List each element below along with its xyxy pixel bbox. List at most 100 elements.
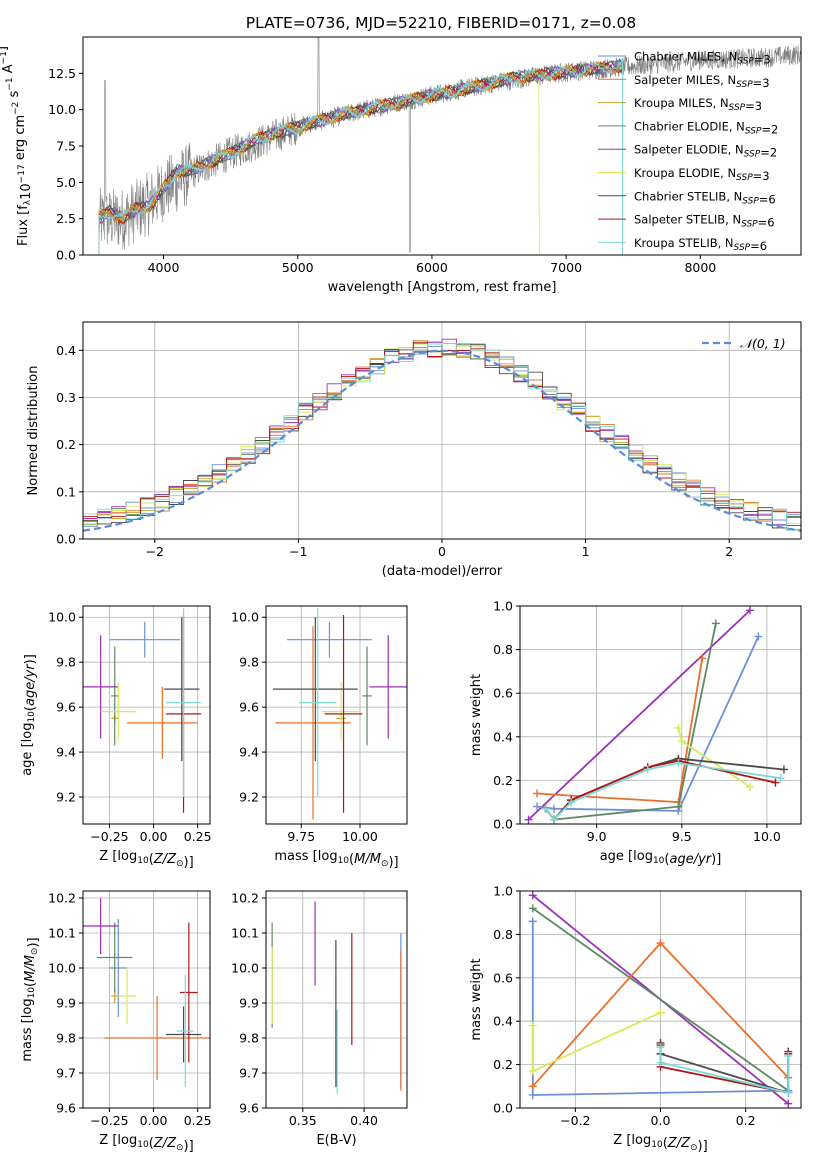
x-tick-label: 6000: [416, 260, 448, 275]
plot-area: [520, 606, 801, 824]
y-tick-label: 9.6: [56, 700, 76, 715]
plus-marker: [550, 804, 559, 813]
panel-7: 0.35 0.40 9.6 9.7 9.8 9.9 10.0 10.1 10.2 E(B-V): [231, 890, 408, 1148]
x-tick-label: 8000: [684, 260, 716, 275]
x-axis-label: mass [log10(M/M⊙)]: [274, 849, 398, 870]
x-tick-label: 0.0: [651, 1113, 671, 1128]
model-line-salpeter_elodie: [98, 58, 623, 255]
x-tick-label: 5000: [282, 260, 314, 275]
y-tick-label: 9.9: [56, 996, 76, 1011]
errorbar-point-salpeter_miles: [104, 996, 210, 1080]
y-tick-label: 2.5: [56, 211, 76, 226]
plus-marker: [528, 1067, 537, 1076]
errorbar-point-kroupa_elodie: [100, 682, 136, 741]
x-tick-label: 2: [725, 544, 733, 559]
y-tick-label: 9.7: [56, 1066, 76, 1081]
plus-marker: [528, 1082, 537, 1091]
errorbar-point-chabrier_stelib: [165, 1006, 202, 1063]
histogram-kroupa_stelib: [83, 342, 801, 531]
plus-marker: [771, 778, 780, 787]
legend-label-normal: 𝒩(0, 1): [740, 336, 786, 351]
y-tick-label: 10.0: [48, 610, 76, 625]
x-tick-label: 0.25: [184, 1113, 212, 1128]
plot-area: [83, 322, 801, 539]
panel-1: Chabrier MILES, NSSP=3 Salpeter MILES, NS…: [0, 36, 802, 295]
plus-marker: [656, 939, 665, 948]
x-tick-label: 10.00: [342, 829, 378, 844]
y-tick-label: 10.2: [48, 891, 76, 906]
errorbar-point-kroupa_stelib: [298, 608, 337, 798]
errorbar-point-salpeter_elodie: [369, 635, 407, 739]
y-tick-label: 9.2: [239, 790, 259, 805]
y-tick-label: 0.4: [56, 343, 76, 358]
y-tick-label: 0.6: [493, 970, 513, 985]
plot-area: [520, 891, 801, 1108]
x-tick-label: −0.2: [560, 1113, 590, 1128]
panel-3: −0.25 0.00 0.25 9.2 9.4 9.6 9.8 10.0 Z [log10(Z/…: [20, 605, 212, 870]
y-tick-label: 10.2: [231, 891, 259, 906]
y-tick-label: 12.5: [48, 66, 76, 81]
y-tick-label: 0.8: [493, 642, 513, 657]
legend-label: Salpeter STELIB, NSSP=6: [634, 213, 775, 230]
model-line-kroupa_stelib: [98, 58, 623, 255]
y-tick-label: 1.0: [493, 599, 513, 614]
x-tick-label: −1: [289, 544, 307, 559]
x-axis-label: age [log10(age/yr)]: [600, 849, 722, 867]
y-tick-label: 9.4: [239, 745, 259, 760]
series-chabrier_elodie: [550, 619, 720, 824]
plus-marker: [745, 782, 754, 791]
y-tick-label: 9.4: [56, 745, 76, 760]
plus-marker: [656, 1043, 665, 1052]
y-tick-label: 0.2: [493, 773, 513, 788]
y-tick-label: 0.1: [56, 484, 76, 499]
series-chabrier_stelib: [541, 754, 788, 824]
y-tick-label: 7.5: [56, 139, 76, 154]
panel-8: −0.2 0.0 0.2 0.0 0.2 0.4 0.6 0.8 1.0 Z [log10(Z/Z…: [469, 884, 802, 1154]
x-tick-label: 9.0: [587, 829, 607, 844]
series-line: [544, 762, 781, 821]
figure-title: PLATE=0736, MJD=52210, FIBERID=0171, z=0…: [246, 14, 636, 32]
plus-marker: [656, 1058, 665, 1067]
errorbar-point-salpeter_elodie: [83, 898, 119, 954]
x-tick-label: −2: [146, 544, 164, 559]
y-tick-label: 0.0: [493, 817, 513, 832]
series-line: [532, 907, 789, 1092]
y-tick-label: 0.2: [493, 1057, 513, 1072]
series-chabrier_miles: [533, 632, 763, 815]
series-line: [536, 636, 760, 812]
plus-marker: [674, 758, 683, 767]
model-line-chabrier_elodie: [98, 59, 623, 255]
normal-distribution-curve: [83, 349, 801, 532]
errorbar-point-kroupa_stelib: [176, 975, 195, 1087]
y-axis-label: mass weight: [469, 958, 484, 1040]
axes-frame: [82, 890, 211, 1109]
y-tick-label: 0.3: [56, 390, 76, 405]
y-tick-label: 0.8: [493, 927, 513, 942]
plot-area: [266, 606, 407, 824]
plus-marker: [674, 724, 683, 733]
y-tick-label: 9.9: [239, 996, 259, 1011]
plus-marker: [711, 619, 720, 628]
errorbar-point-kroupa_stelib: [165, 608, 202, 798]
plot-area: [98, 37, 801, 255]
y-tick-label: 0.0: [56, 532, 76, 547]
legend-label: Salpeter ELODIE, NSSP=2: [634, 143, 777, 160]
y-tick-label: 0.4: [493, 1014, 513, 1029]
y-tick-label: 10.0: [48, 961, 76, 976]
errorbar-point-kroupa_elodie: [322, 682, 360, 741]
y-tick-label: 0.0: [493, 1101, 513, 1116]
errorbar-point-chabrier_elodie: [111, 646, 119, 746]
axes-frame: [519, 605, 802, 825]
plus-marker: [533, 802, 542, 811]
model-line-chabrier_stelib: [98, 60, 623, 255]
y-tick-label: 10.0: [48, 102, 76, 117]
legend-label: Kroupa ELODIE, NSSP=3: [634, 166, 770, 183]
plus-marker: [528, 891, 537, 900]
panel-2: 𝒩(0, 1) −2 −1 0 1 2 0.0 0.1 0.2 0.3 0.4 (data-model…: [26, 321, 802, 579]
plus-marker: [745, 606, 754, 615]
x-axis-label: Z [log10(Z/Z⊙)]: [99, 849, 193, 870]
y-tick-label: 9.8: [239, 1031, 259, 1046]
y-tick-label: 5.0: [56, 175, 76, 190]
x-tick-label: 9.75: [287, 829, 315, 844]
plus-marker: [643, 765, 652, 774]
